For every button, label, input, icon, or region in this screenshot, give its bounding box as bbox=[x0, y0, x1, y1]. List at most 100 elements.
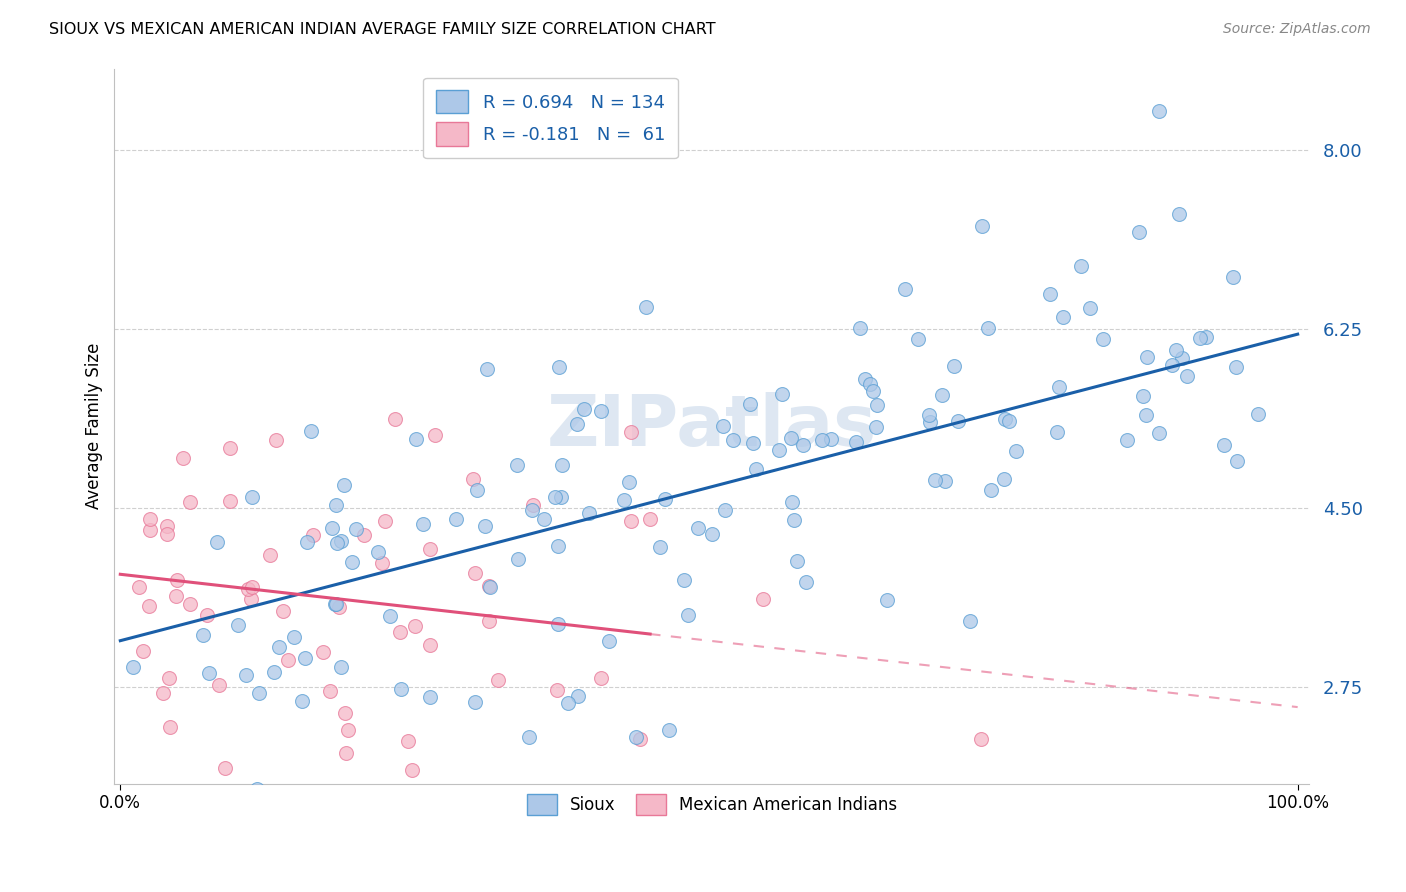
Point bbox=[993, 472, 1015, 486]
Point bbox=[367, 545, 389, 559]
Point bbox=[299, 424, 322, 438]
Point bbox=[121, 659, 143, 673]
Text: Source: ZipAtlas.com: Source: ZipAtlas.com bbox=[1223, 22, 1371, 37]
Legend: Sioux, Mexican American Indians: Sioux, Mexican American Indians bbox=[517, 784, 907, 825]
Point bbox=[179, 597, 201, 611]
Point bbox=[474, 519, 496, 533]
Point bbox=[444, 512, 467, 526]
Point bbox=[179, 495, 201, 509]
Point bbox=[401, 763, 423, 777]
Point bbox=[461, 814, 484, 828]
Point bbox=[1170, 351, 1192, 365]
Point bbox=[591, 671, 613, 685]
Point bbox=[333, 706, 356, 720]
Point bbox=[478, 580, 501, 594]
Point bbox=[333, 477, 356, 491]
Point bbox=[1132, 389, 1154, 403]
Point bbox=[546, 682, 568, 697]
Point bbox=[419, 690, 441, 704]
Point bbox=[242, 580, 264, 594]
Point bbox=[792, 438, 814, 452]
Point bbox=[294, 650, 316, 665]
Point bbox=[240, 592, 263, 607]
Text: ZIPatlas: ZIPatlas bbox=[547, 392, 877, 460]
Point bbox=[330, 534, 353, 549]
Point bbox=[330, 660, 353, 674]
Point bbox=[506, 458, 529, 472]
Point bbox=[998, 414, 1021, 428]
Point bbox=[522, 498, 544, 512]
Point bbox=[713, 418, 735, 433]
Point bbox=[325, 597, 347, 611]
Point bbox=[713, 503, 735, 517]
Point bbox=[934, 475, 956, 489]
Point bbox=[138, 599, 160, 613]
Point bbox=[700, 526, 723, 541]
Point bbox=[744, 461, 766, 475]
Point bbox=[557, 696, 579, 710]
Point bbox=[172, 451, 194, 466]
Point bbox=[340, 555, 363, 569]
Point bbox=[159, 720, 181, 734]
Point bbox=[859, 376, 882, 391]
Point bbox=[942, 359, 965, 373]
Point bbox=[321, 520, 343, 534]
Point bbox=[770, 386, 793, 401]
Point bbox=[820, 432, 842, 446]
Point bbox=[1225, 359, 1247, 374]
Point bbox=[980, 483, 1002, 497]
Point bbox=[626, 730, 648, 744]
Point bbox=[1160, 358, 1182, 372]
Point bbox=[374, 514, 396, 528]
Point bbox=[344, 522, 367, 536]
Point bbox=[246, 782, 269, 797]
Point bbox=[295, 534, 318, 549]
Point bbox=[478, 579, 501, 593]
Point bbox=[550, 491, 572, 505]
Point bbox=[1046, 425, 1069, 439]
Point bbox=[853, 372, 876, 386]
Point bbox=[845, 434, 868, 449]
Point bbox=[312, 645, 335, 659]
Point bbox=[205, 535, 228, 549]
Point bbox=[547, 617, 569, 632]
Point bbox=[235, 668, 257, 682]
Point bbox=[517, 730, 540, 744]
Point bbox=[620, 425, 643, 439]
Point bbox=[740, 396, 762, 410]
Point bbox=[219, 494, 242, 508]
Point bbox=[1080, 301, 1102, 315]
Point bbox=[551, 458, 574, 472]
Point bbox=[263, 665, 285, 679]
Point bbox=[389, 624, 412, 639]
Point bbox=[264, 434, 287, 448]
Point bbox=[918, 415, 941, 429]
Point bbox=[302, 528, 325, 542]
Point bbox=[533, 512, 555, 526]
Point bbox=[1175, 368, 1198, 383]
Point bbox=[464, 695, 486, 709]
Text: SIOUX VS MEXICAN AMERICAN INDIAN AVERAGE FAMILY SIZE CORRELATION CHART: SIOUX VS MEXICAN AMERICAN INDIAN AVERAGE… bbox=[49, 22, 716, 37]
Point bbox=[1092, 333, 1115, 347]
Point bbox=[156, 527, 179, 541]
Point bbox=[865, 419, 887, 434]
Point bbox=[686, 521, 709, 535]
Point bbox=[165, 589, 187, 603]
Y-axis label: Average Family Size: Average Family Size bbox=[86, 343, 103, 509]
Point bbox=[128, 580, 150, 594]
Point bbox=[486, 673, 509, 687]
Point bbox=[240, 490, 263, 504]
Point bbox=[876, 593, 898, 607]
Point bbox=[598, 633, 620, 648]
Point bbox=[508, 552, 530, 566]
Point bbox=[259, 549, 281, 563]
Point bbox=[198, 665, 221, 680]
Point bbox=[721, 434, 744, 448]
Point bbox=[1168, 206, 1191, 220]
Point bbox=[419, 542, 441, 557]
Point bbox=[337, 723, 360, 737]
Point bbox=[319, 683, 342, 698]
Point bbox=[378, 609, 401, 624]
Point bbox=[193, 628, 215, 642]
Point bbox=[353, 528, 375, 542]
